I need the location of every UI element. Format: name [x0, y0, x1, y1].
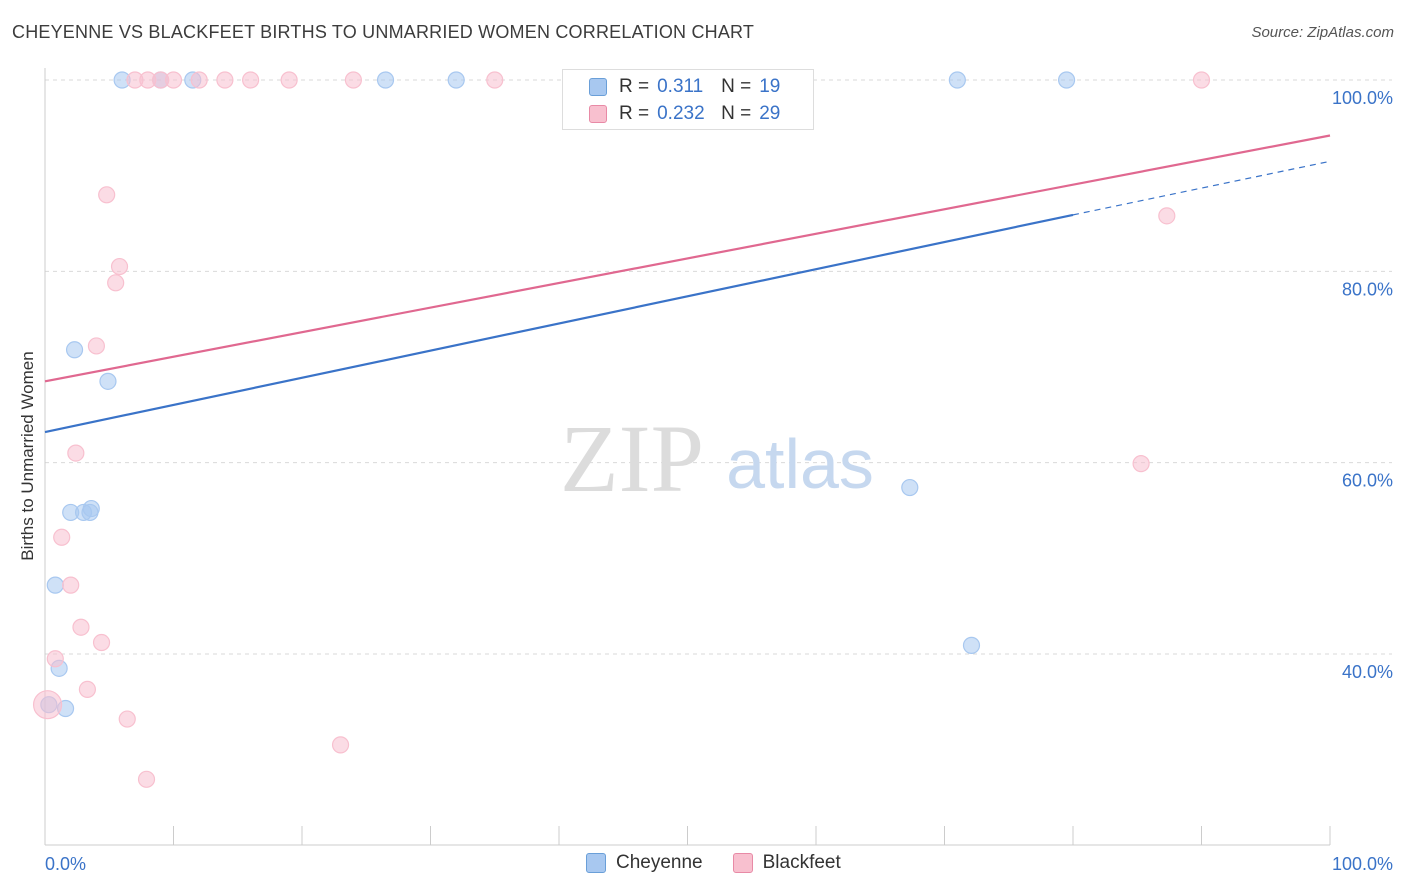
legend-n-value-blackfeet: 29 — [759, 103, 781, 124]
data-points — [32, 71, 1211, 788]
point-blackfeet — [1132, 455, 1150, 473]
point-cheyenne — [948, 71, 966, 89]
legend-swatch-cheyenne — [589, 78, 607, 96]
y-axis-label: Births to Unmarried Women — [18, 351, 37, 561]
point-cheyenne — [82, 499, 100, 518]
point-blackfeet — [280, 71, 298, 89]
point-cheyenne — [962, 636, 981, 654]
point-blackfeet — [1192, 71, 1211, 89]
legend-box: R = 0.311 N = 19 R = 0.232 N = 29 — [562, 69, 814, 130]
legend-row-blackfeet: R = 0.232 N = 29 — [589, 103, 780, 125]
trend-line-extension-cheyenne — [1072, 160, 1331, 216]
point-cheyenne — [447, 71, 465, 89]
y-tick-label: 60.0% — [1342, 471, 1393, 491]
point-cheyenne — [99, 372, 117, 390]
watermark-atlas: atlas — [726, 425, 874, 503]
point-blackfeet — [62, 576, 80, 594]
point-blackfeet — [1158, 207, 1176, 225]
bottom-legend-blackfeet[interactable]: Blackfeet — [732, 852, 841, 874]
point-blackfeet — [137, 770, 156, 788]
legend-r-value-cheyenne: 0.311 — [657, 76, 704, 97]
bottom-legend-cheyenne[interactable]: Cheyenne — [586, 852, 703, 874]
point-blackfeet — [216, 71, 234, 89]
watermark: ZIP atlas — [560, 405, 874, 512]
legend-r-label: R = — [619, 76, 650, 97]
point-cheyenne — [65, 341, 84, 359]
point-blackfeet — [118, 710, 136, 728]
trend-line-blackfeet — [44, 134, 1331, 383]
point-blackfeet — [242, 71, 260, 89]
x-tick-label: 0.0% — [45, 854, 86, 874]
point-cheyenne — [1057, 71, 1076, 89]
chart-title: CHEYENNE VS BLACKFEET BIRTHS TO UNMARRIE… — [12, 22, 755, 42]
point-blackfeet — [67, 444, 85, 462]
point-blackfeet — [72, 618, 90, 636]
bottom-legend-swatch-blackfeet — [732, 853, 753, 873]
legend-n-label: N = — [721, 76, 752, 97]
point-blackfeet — [164, 71, 183, 89]
point-blackfeet — [92, 633, 111, 652]
grid-lines — [45, 79, 1392, 655]
point-blackfeet — [78, 680, 97, 698]
point-cheyenne — [901, 478, 919, 497]
trend-line-cheyenne — [44, 213, 1074, 434]
point-cheyenne — [46, 576, 64, 594]
legend-n-value-cheyenne: 19 — [759, 76, 781, 97]
point-blackfeet — [46, 650, 64, 668]
point-blackfeet — [344, 71, 362, 89]
y-tick-label: 100.0% — [1332, 88, 1393, 108]
point-blackfeet — [110, 257, 129, 276]
watermark-zip: ZIP — [560, 405, 704, 512]
bottom-legend: Cheyenne Blackfeet — [586, 852, 871, 874]
point-blackfeet — [486, 71, 504, 89]
bottom-legend-label-blackfeet: Blackfeet — [762, 852, 841, 873]
legend-n-label: N = — [721, 103, 752, 124]
trend-lines — [44, 134, 1331, 434]
bottom-legend-swatch-cheyenne — [586, 853, 606, 873]
axes — [44, 68, 1331, 846]
point-blackfeet — [331, 736, 350, 754]
point-blackfeet — [107, 274, 125, 292]
point-blackfeet — [98, 186, 116, 204]
legend-r-value-blackfeet: 0.232 — [657, 103, 705, 124]
tick-labels: 40.0% 60.0% 80.0% 100.0% 0.0% 100.0% — [45, 88, 1393, 874]
legend-swatch-blackfeet — [589, 105, 607, 123]
y-tick-label: 80.0% — [1342, 279, 1393, 299]
point-blackfeet — [53, 528, 71, 546]
point-blackfeet — [190, 71, 208, 89]
point-cheyenne — [376, 71, 395, 89]
source-label: Source: ZipAtlas.com — [1251, 24, 1394, 41]
legend-row-cheyenne: R = 0.311 N = 19 — [589, 76, 780, 98]
y-tick-label: 40.0% — [1342, 662, 1393, 682]
bottom-legend-label-cheyenne: Cheyenne — [616, 852, 703, 873]
legend-r-label: R = — [619, 103, 650, 124]
point-blackfeet — [87, 337, 106, 355]
x-tick-label: 100.0% — [1332, 854, 1393, 874]
point-blackfeet — [32, 690, 63, 720]
